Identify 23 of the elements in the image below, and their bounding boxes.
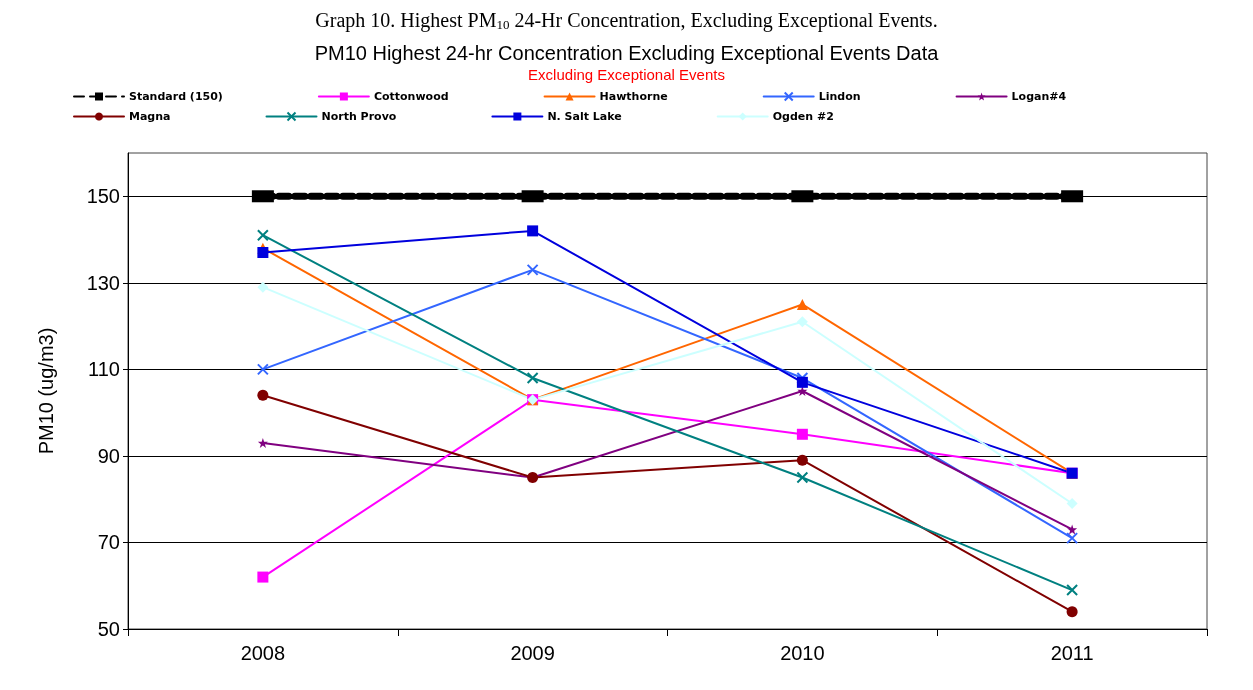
legend-label: Magna xyxy=(129,110,171,123)
legend-label: N. Salt Lake xyxy=(547,110,622,123)
legend-label: Lindon xyxy=(818,90,861,103)
y-tick-label: 110 xyxy=(88,358,120,381)
y-tick-label: 70 xyxy=(97,531,120,554)
legend-label: Ogden #2 xyxy=(772,110,834,123)
x-tick-label: 2009 xyxy=(510,642,555,664)
x-tick-label: 2011 xyxy=(1050,642,1094,664)
y-tick-label: 50 xyxy=(97,618,120,640)
y-tick-label: 90 xyxy=(97,444,120,467)
chart-title: PM10 Highest 24-hr Concentration Excluding Exceptional Events Data xyxy=(314,42,940,64)
y-tick-label: 150 xyxy=(86,185,120,208)
y-axis-title: PM10 (ug/m3) xyxy=(35,327,57,455)
x-tick-label: 2010 xyxy=(780,642,825,664)
caption: Graph 10. Highest PM10 24-Hr Concentration, Excluding Exceptional Events. xyxy=(315,9,938,32)
legend-label: Hawthorne xyxy=(599,90,668,103)
legend-label: North Provo xyxy=(321,110,397,123)
x-tick-label: 2008 xyxy=(240,642,286,664)
legend-label: Standard (150) xyxy=(129,90,223,103)
chart-subtitle: Excluding Exceptional Events xyxy=(528,66,725,83)
legend-label: Logan#4 xyxy=(1011,90,1067,103)
y-tick-label: 130 xyxy=(86,271,120,294)
legend-label: Cottonwood xyxy=(373,90,449,103)
